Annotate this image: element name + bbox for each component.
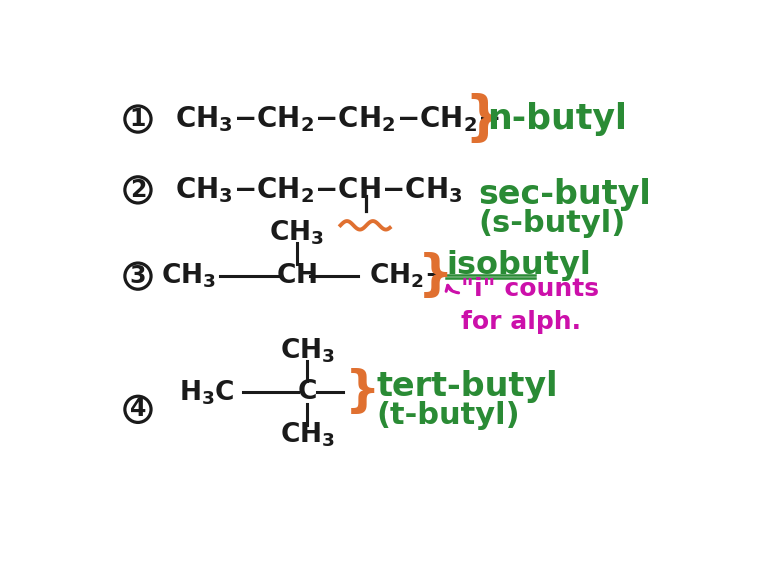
Text: $\mathbf{C}$: $\mathbf{C}$ [297, 380, 317, 405]
Text: $\mathbf{CH_3}$: $\mathbf{CH_3}$ [269, 218, 324, 247]
Text: $\mathbf{CH_3}$: $\mathbf{CH_3}$ [161, 262, 217, 290]
Text: }: } [344, 369, 380, 416]
Text: (t-butyl): (t-butyl) [376, 401, 520, 430]
Text: }: } [419, 252, 454, 300]
Text: $\mathbf{CH}$: $\mathbf{CH}$ [276, 263, 317, 289]
Text: (s-butyl): (s-butyl) [478, 209, 626, 238]
Text: n-butyl: n-butyl [488, 102, 627, 136]
Text: sec-butyl: sec-butyl [478, 178, 651, 211]
Text: $\mathbf{CH_3{-}CH_2{-}CH_2{-}CH_2{-}}$: $\mathbf{CH_3{-}CH_2{-}CH_2{-}CH_2{-}}$ [175, 104, 500, 134]
Text: }: } [465, 93, 502, 145]
Text: 4: 4 [130, 397, 146, 421]
Text: $\mathbf{CH_2{-}}$: $\mathbf{CH_2{-}}$ [369, 262, 445, 290]
Text: $\mathbf{CH_3}$: $\mathbf{CH_3}$ [280, 336, 335, 365]
Text: $\mathbf{CH_3{-}CH_2{-}CH{-}CH_3}$: $\mathbf{CH_3{-}CH_2{-}CH{-}CH_3}$ [175, 175, 462, 205]
Text: $\mathbf{H_3C}$: $\mathbf{H_3C}$ [180, 378, 235, 407]
Text: "i" counts
for alph.: "i" counts for alph. [462, 277, 599, 334]
Text: isobutyl: isobutyl [446, 250, 591, 281]
Text: 2: 2 [130, 178, 146, 202]
Text: tert-butyl: tert-butyl [376, 370, 558, 402]
Text: 3: 3 [130, 264, 146, 288]
Text: 1: 1 [130, 107, 146, 131]
Text: $\mathbf{CH_3}$: $\mathbf{CH_3}$ [280, 420, 335, 449]
